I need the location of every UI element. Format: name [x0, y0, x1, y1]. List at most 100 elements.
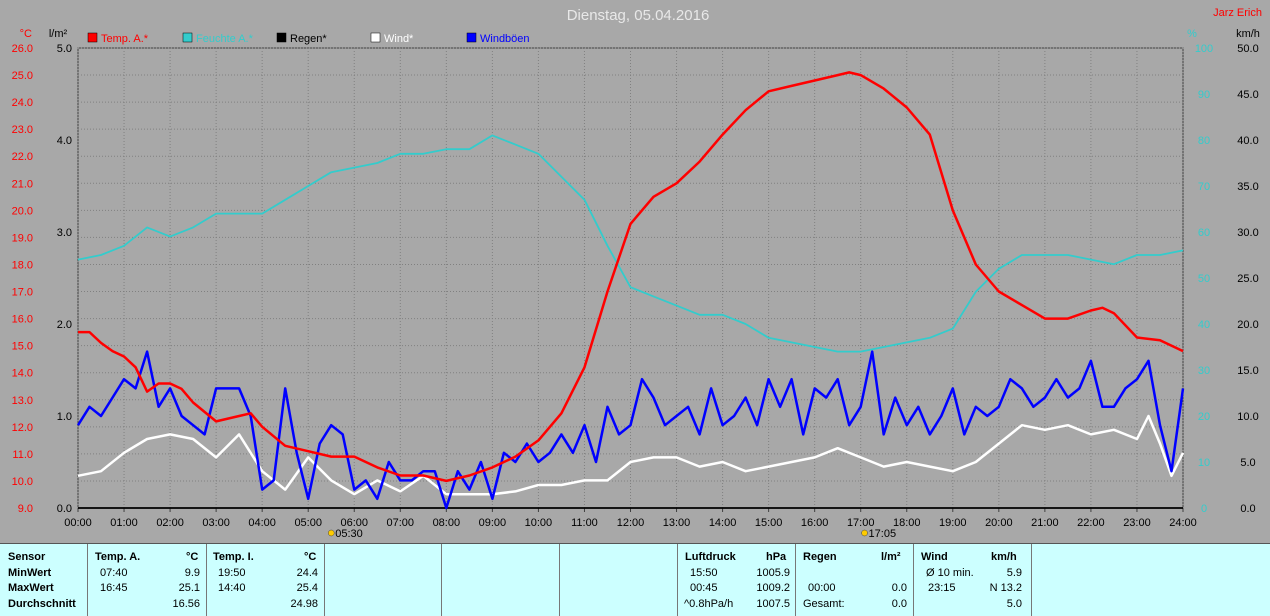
x-tick-label: 20:00 [985, 517, 1013, 529]
series-line-wind [77, 414, 1185, 496]
temp-a-min-time: 07:40 [100, 567, 128, 579]
x-tick-label: 08:00 [433, 517, 461, 529]
chart-title: Dienstag, 05.04.2016 [567, 7, 710, 24]
x-tick-label: 07:00 [387, 517, 415, 529]
sun-icon [861, 529, 868, 537]
temp-a-min-value: 9.9 [184, 567, 200, 579]
temp-tick-label: 26.0 [12, 43, 33, 55]
temp-tick-label: 21.0 [12, 178, 33, 190]
wind-avg10-value: 5.9 [1006, 567, 1022, 579]
temp-a-max-time: 16:45 [100, 582, 128, 594]
x-tick-label: 21:00 [1031, 517, 1059, 529]
temp-tick-label: 14.0 [12, 368, 33, 380]
legend-label: Windböen [480, 33, 530, 45]
wind-tick-label: 10.0 [1237, 411, 1258, 423]
rain-axis-unit: l/m² [49, 28, 68, 40]
pressure-trend-label: ^0.8hPa/h [684, 598, 734, 610]
humidity-tick-label: 50 [1198, 273, 1210, 285]
rain-tick-label: 2.0 [57, 319, 72, 331]
humidity-tick-label: 90 [1198, 89, 1210, 101]
temp-tick-label: 24.0 [12, 97, 33, 109]
x-tick-label: 04:00 [248, 517, 276, 529]
x-tick-label: 19:00 [939, 517, 967, 529]
temp-axis-unit: °C [20, 28, 32, 40]
wind-axis-unit: km/h [1236, 28, 1260, 40]
pressure-min-time: 15:50 [690, 567, 718, 579]
wind-tick-label: 40.0 [1237, 135, 1258, 147]
temp-i-max-time: 14:40 [218, 582, 246, 594]
rain-total-label: Gesamt: [803, 598, 845, 610]
humidity-axis-unit: % [1187, 28, 1197, 40]
legend-label: Temp. A.* [101, 33, 149, 45]
divider [441, 544, 442, 616]
avg-row-label: Durchschnitt [8, 598, 76, 610]
legend-swatch [87, 32, 98, 43]
divider [324, 544, 325, 616]
x-tick-label: 02:00 [156, 517, 184, 529]
stats-panel: Sensor MinWert MaxWert Durchschnitt Temp… [0, 543, 1270, 616]
temp-i-avg-value: 24.98 [290, 598, 318, 610]
temp-tick-label: 19.0 [12, 232, 33, 244]
temp-tick-label: 17.0 [12, 287, 33, 299]
divider [795, 544, 796, 616]
wind-tick-label: 35.0 [1237, 181, 1258, 193]
wind-header: Wind [921, 551, 948, 563]
humidity-tick-label: 10 [1198, 457, 1210, 469]
legend-label: Regen* [290, 33, 327, 45]
temp-tick-label: 18.0 [12, 259, 33, 271]
temp-tick-label: 11.0 [12, 449, 33, 461]
x-tick-label: 00:00 [64, 517, 92, 529]
pressure-max-value: 1009.2 [756, 582, 790, 594]
temp-tick-label: 25.0 [12, 70, 33, 82]
legend-swatch [276, 32, 287, 43]
x-tick-label: 18:00 [893, 517, 921, 529]
divider [677, 544, 678, 616]
temp-i-max-value: 25.4 [296, 582, 318, 594]
plot-area [77, 47, 1184, 509]
humidity-tick-label: 100 [1195, 43, 1213, 55]
legend-label: Wind* [384, 33, 414, 45]
x-tick-label: 10:00 [525, 517, 553, 529]
series-line-humidity [77, 134, 1184, 353]
x-tick-label: 03:00 [202, 517, 230, 529]
humidity-tick-label: 80 [1198, 135, 1210, 147]
series-line-wind-gusts [76, 350, 1185, 510]
temp-a-unit: °C [186, 551, 199, 563]
humidity-tick-label: 30 [1198, 365, 1210, 377]
rain-tick-label: 4.0 [57, 135, 72, 147]
legend-swatch [182, 32, 193, 43]
series-layer [76, 71, 1185, 510]
temp-tick-label: 20.0 [12, 205, 33, 217]
temp-tick-label: 15.0 [12, 341, 33, 353]
temp-tick-label: 10.0 [12, 476, 33, 488]
x-tick-label: 13:00 [663, 517, 691, 529]
humidity-tick-label: 40 [1198, 319, 1210, 331]
weather-chart: Dienstag, 05.04.2016 Jarz Erich °C l/m² … [11, 7, 1262, 540]
legend-label: Feuchte A.* [196, 33, 254, 45]
x-tick-label: 17:00 [847, 517, 875, 529]
temp-tick-label: 22.0 [12, 151, 33, 163]
wind-max-time: 23:15 [928, 582, 956, 594]
pressure-min-value: 1005.9 [756, 567, 790, 579]
rain-tick-label: 3.0 [57, 227, 72, 239]
pressure-avg-value: 1007.5 [756, 598, 790, 610]
rain-tick-label: 5.0 [57, 43, 72, 55]
sun-time-label: 05:30 [335, 528, 363, 540]
wind-avg-value: 5.0 [1006, 598, 1022, 610]
divider [1031, 544, 1032, 616]
divider [87, 544, 88, 616]
x-tick-label: 24:00 [1169, 517, 1197, 529]
humidity-tick-label: 20 [1198, 411, 1210, 423]
x-tick-label: 23:00 [1123, 517, 1151, 529]
temp-a-avg-value: 16.56 [172, 598, 200, 610]
humidity-tick-label: 0 [1201, 503, 1207, 515]
divider [559, 544, 560, 616]
x-tick-label: 09:00 [479, 517, 507, 529]
x-tick-label: 22:00 [1077, 517, 1105, 529]
temp-a-header: Temp. A. [95, 551, 141, 563]
rain-tick-label: 0.0 [57, 503, 72, 515]
min-row-label: MinWert [8, 567, 52, 579]
wind-tick-label: 25.0 [1237, 273, 1258, 285]
legend: Temp. A.* Feuchte A.* Regen* Wind* Windböen [87, 32, 530, 45]
wind-tick-label: 20.0 [1237, 319, 1258, 331]
